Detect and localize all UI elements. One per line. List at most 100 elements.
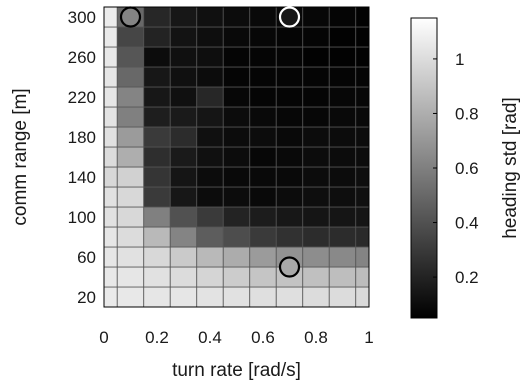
heatmap-cell: [169, 266, 198, 288]
heatmap-cell: [275, 106, 304, 128]
heatmap-cell: [169, 226, 198, 248]
heatmap-cell: [355, 286, 370, 308]
heatmap-cell: [196, 186, 224, 208]
heatmap-cell: [103, 26, 118, 48]
highlight-marker: [278, 6, 301, 28]
x-tick-label: 0.8: [304, 328, 328, 347]
heatmap-cell: [143, 266, 171, 288]
heatmap-cell: [222, 146, 251, 168]
heatmap-cell: [355, 6, 370, 28]
heatmap-cell: [302, 46, 330, 68]
heatmap-cell: [196, 146, 224, 168]
heatmap-cell: [143, 166, 171, 188]
heatmap-cell: [249, 66, 277, 88]
heatmap-cell: [249, 246, 277, 268]
heatmap-cell: [328, 86, 357, 108]
heatmap-cell: [196, 246, 224, 268]
heatmap-cell: [222, 126, 251, 148]
heatmap-cell: [143, 26, 171, 48]
heatmap-cell: [143, 6, 171, 28]
heatmap-cell: [222, 26, 251, 48]
x-tick-label: 0.2: [145, 328, 169, 347]
heatmap-cell: [116, 146, 145, 168]
heatmap-cell: [222, 166, 251, 188]
x-tick-label: 0.6: [251, 328, 275, 347]
heatmap-cell: [355, 186, 370, 208]
heatmap-cell: [169, 86, 198, 108]
heatmap-cell: [222, 266, 251, 288]
heatmap-cell: [169, 146, 198, 168]
heatmap-cell: [196, 66, 224, 88]
heatmap-cell: [249, 106, 277, 128]
heatmap-cell: [328, 66, 357, 88]
heatmap-cell: [169, 106, 198, 128]
heatmap-cell: [275, 166, 304, 188]
heatmap-cell: [196, 86, 224, 108]
y-tick-label: 300: [68, 8, 96, 27]
heatmap-cell: [222, 286, 251, 308]
heatmap-cell: [103, 266, 118, 288]
colorbar-tick-label: 0.8: [455, 104, 479, 123]
heatmap-cell: [302, 246, 330, 268]
highlight-marker: [119, 6, 142, 28]
heatmap-cell: [302, 186, 330, 208]
heatmap-cell: [355, 226, 370, 248]
heatmap-cell: [103, 286, 118, 308]
heatmap-cell: [302, 286, 330, 308]
heatmap-cell: [169, 6, 198, 28]
heatmap-cell: [222, 86, 251, 108]
heatmap-cell: [116, 286, 145, 308]
heatmap-cell: [302, 166, 330, 188]
heatmap-cell: [116, 246, 145, 268]
heatmap-cell: [103, 206, 118, 228]
heatmap-cell: [249, 186, 277, 208]
heatmap-cell: [222, 6, 251, 28]
heatmap-cell: [328, 206, 357, 228]
heatmap-cell: [355, 106, 370, 128]
heatmap-cell: [222, 46, 251, 68]
heatmap-cell: [249, 86, 277, 108]
heatmap-cell: [355, 246, 370, 268]
x-tick-label: 0.4: [198, 328, 222, 347]
heatmap-cell: [355, 266, 370, 288]
x-tick-labels: 0 0.2 0.4 0.6 0.8 1: [99, 328, 373, 347]
heatmap-cell: [249, 6, 277, 28]
colorbar-tick-label: 0.4: [455, 214, 479, 233]
heatmap-cell: [143, 106, 171, 128]
heatmap-cell: [143, 86, 171, 108]
heatmap-cell: [222, 206, 251, 228]
heatmap-cell: [249, 26, 277, 48]
x-tick-label: 0: [99, 328, 108, 347]
heatmap-cell: [116, 266, 145, 288]
heatmap-cell: [302, 226, 330, 248]
heatmap-cell: [196, 126, 224, 148]
heatmap-cell: [103, 246, 118, 268]
heatmap-cell: [103, 46, 118, 68]
heatmap-cell: [355, 86, 370, 108]
heatmap-cell: [275, 186, 304, 208]
heatmap-cell: [328, 6, 357, 28]
heatmap-cell: [302, 266, 330, 288]
heatmap-cell: [302, 206, 330, 228]
heatmap-cell: [328, 146, 357, 168]
heatmap-cell: [103, 6, 118, 28]
heatmap-cell: [302, 106, 330, 128]
heatmap-cell: [116, 106, 145, 128]
heatmap-cell: [249, 286, 277, 308]
heatmap-cell: [249, 126, 277, 148]
heatmap-cell: [275, 206, 304, 228]
x-axis-label: turn rate [rad/s]: [172, 360, 301, 381]
y-tick-label: 220: [68, 88, 96, 107]
heatmap-cell: [169, 206, 198, 228]
heatmap-cell: [169, 46, 198, 68]
heatmap-cell: [328, 106, 357, 128]
heatmap-cell: [222, 186, 251, 208]
y-tick-label: 20: [77, 288, 96, 307]
heatmap-cell: [169, 246, 198, 268]
heatmap-cell: [103, 186, 118, 208]
heatmap-cell: [169, 166, 198, 188]
y-tick-label: 180: [68, 128, 96, 147]
heatmap-cell: [169, 126, 198, 148]
plot-frame: [103, 6, 370, 308]
